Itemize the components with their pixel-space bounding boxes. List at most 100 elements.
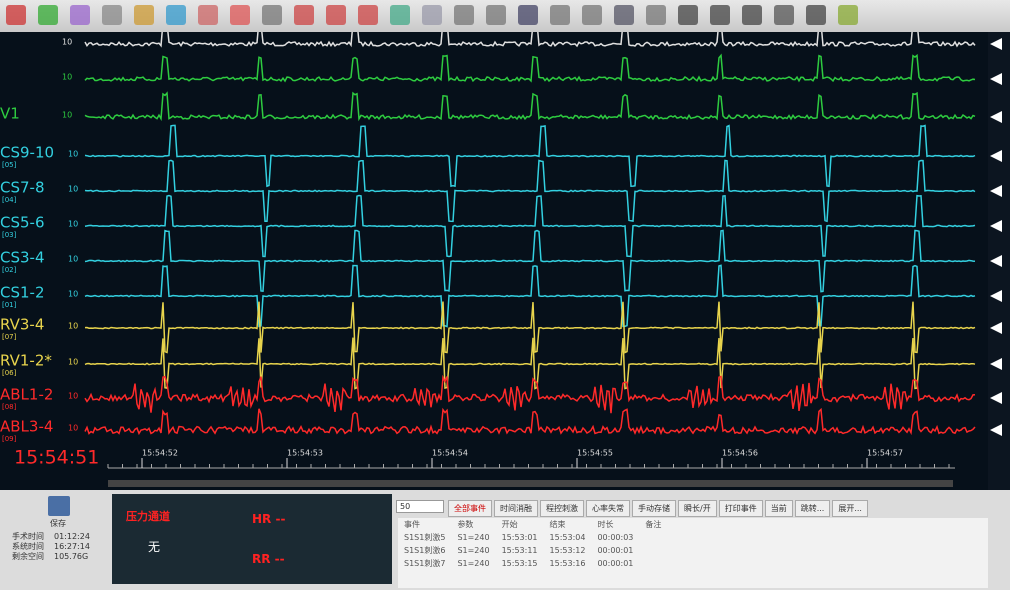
channel-marker[interactable]	[990, 220, 1002, 232]
event-row[interactable]: S1S1刺激7 S1=240 15:53:15 15:53:16 00:00:01	[398, 557, 667, 570]
waveform	[84, 124, 976, 188]
toolbar-button[interactable]	[550, 5, 570, 25]
event-tab[interactable]: 全部事件	[448, 500, 492, 517]
toolbar-button[interactable]	[6, 5, 26, 25]
channel-label[interactable]: V1	[0, 105, 20, 123]
toolbar-button[interactable]	[678, 5, 698, 25]
page-size[interactable]: 50	[396, 500, 444, 513]
save-icon[interactable]	[48, 496, 70, 516]
column-header: 结束	[549, 520, 566, 529]
event-row[interactable]: S1S1刺激6 S1=240 15:53:11 15:53:12 00:00:01	[398, 544, 667, 557]
toolbar-button[interactable]	[134, 5, 154, 25]
toolbar-button[interactable]	[806, 5, 826, 25]
channel-label[interactable]: CS5-6	[0, 214, 45, 232]
toolbar-button[interactable]	[838, 5, 858, 25]
event-button[interactable]: 展开...	[832, 500, 868, 517]
event-cell: 15:53:11	[501, 546, 538, 555]
event-tab[interactable]: 时间消融	[494, 500, 538, 517]
channel-marker[interactable]	[990, 185, 1002, 197]
column-header: 参数	[457, 520, 474, 529]
channel-marker[interactable]	[990, 358, 1002, 370]
waveform	[84, 32, 976, 48]
waveform	[84, 159, 976, 223]
toolbar-button[interactable]	[742, 5, 762, 25]
event-tab[interactable]: 当前	[764, 500, 793, 517]
event-cell: 00:00:01	[597, 559, 634, 568]
channel-index: [01]	[2, 301, 17, 309]
toolbar-button[interactable]	[422, 5, 442, 25]
channel-marker[interactable]	[990, 111, 1002, 123]
hr: HR --	[252, 512, 286, 526]
channel-marker[interactable]	[990, 424, 1002, 436]
event-tab[interactable]: 手动存储	[632, 500, 676, 517]
channel-label[interactable]: CS3-4	[0, 249, 45, 267]
toolbar-button[interactable]	[518, 5, 538, 25]
event-row[interactable]: S1S1刺激5 S1=240 15:53:01 15:53:04 00:00:03	[398, 531, 667, 544]
toolbar-button[interactable]	[358, 5, 378, 25]
status-key: 系统时间	[12, 542, 44, 551]
status-row: 系统时间 16:27:14	[12, 542, 90, 552]
toolbar-button[interactable]	[646, 5, 666, 25]
save-label[interactable]: 保存	[50, 519, 66, 528]
clock: 15:54:51	[14, 447, 99, 469]
time-tick-label: 15:54:57	[867, 449, 903, 458]
channel-marker[interactable]	[990, 255, 1002, 267]
channel-gain: 10	[68, 322, 78, 331]
toolbar-button[interactable]	[294, 5, 314, 25]
channel-gain: 10	[68, 358, 78, 367]
event-cell: S1=240	[457, 559, 490, 568]
pressure-panel: 压力通道 无 HR -- RR --	[112, 494, 392, 584]
toolbar-button[interactable]	[614, 5, 634, 25]
waveform	[84, 407, 976, 436]
toolbar-button[interactable]	[710, 5, 730, 25]
toolbar-button[interactable]	[262, 5, 282, 25]
channel-marker[interactable]	[990, 73, 1002, 85]
rr: RR --	[252, 552, 285, 566]
status-value: 01:12:24	[54, 532, 90, 541]
channel-label[interactable]: ABL3-4	[0, 418, 53, 436]
toolbar-button[interactable]	[326, 5, 346, 25]
channel-label[interactable]: RV1-2*	[0, 352, 52, 370]
toolbar-button[interactable]	[70, 5, 90, 25]
channel-gain: 10	[68, 424, 78, 433]
pressure-title: 压力通道	[126, 510, 170, 523]
toolbar-button[interactable]	[390, 5, 410, 25]
event-tab[interactable]: 心率失常	[586, 500, 630, 517]
channel-marker[interactable]	[990, 290, 1002, 302]
toolbar-button[interactable]	[38, 5, 58, 25]
toolbar-button[interactable]	[166, 5, 186, 25]
channel-label[interactable]: CS1-2	[0, 284, 45, 302]
channel-label[interactable]: ABL1-2	[0, 386, 53, 404]
bottom-panel: 保存 手术时间 01:12:24 系统时间 16:27:14 剩余空间 105.76G 压…	[0, 490, 1010, 590]
channel-gain: 10	[68, 290, 78, 299]
toolbar-button[interactable]	[102, 5, 122, 25]
channel-label[interactable]: CS7-8	[0, 179, 45, 197]
column-header: 开始	[501, 520, 518, 529]
event-tab[interactable]: 程控刺激	[540, 500, 584, 517]
channel-marker[interactable]	[990, 150, 1002, 162]
event-cell: 15:53:01	[501, 533, 538, 542]
channel-label[interactable]: CS9-10	[0, 144, 54, 162]
channel-marker[interactable]	[990, 322, 1002, 334]
toolbar-button[interactable]	[454, 5, 474, 25]
event-tab[interactable]: 打印事件	[718, 500, 763, 517]
column-header: 时长	[597, 520, 614, 529]
channel-index: [03]	[2, 231, 17, 239]
status-list: 手术时间 01:12:24 系统时间 16:27:14 剩余空间 105.76G	[12, 532, 90, 562]
channel-gain: 10	[68, 150, 78, 159]
time-tick-label: 15:54:54	[432, 449, 468, 458]
event-tab[interactable]: 瞬长/开	[678, 500, 717, 517]
status-row: 剩余空间 105.76G	[12, 552, 90, 562]
toolbar-button[interactable]	[230, 5, 250, 25]
waveform	[84, 264, 976, 328]
channel-marker[interactable]	[990, 38, 1002, 50]
toolbar-button[interactable]	[582, 5, 602, 25]
channel-marker[interactable]	[990, 392, 1002, 404]
toolbar-button[interactable]	[486, 5, 506, 25]
channel-gain: 10	[62, 73, 72, 82]
event-button[interactable]: 跳转...	[794, 500, 831, 517]
time-tick-label: 15:54:56	[722, 449, 758, 458]
toolbar-button[interactable]	[198, 5, 218, 25]
toolbar-button[interactable]	[774, 5, 794, 25]
channel-label[interactable]: RV3-4	[0, 316, 44, 334]
